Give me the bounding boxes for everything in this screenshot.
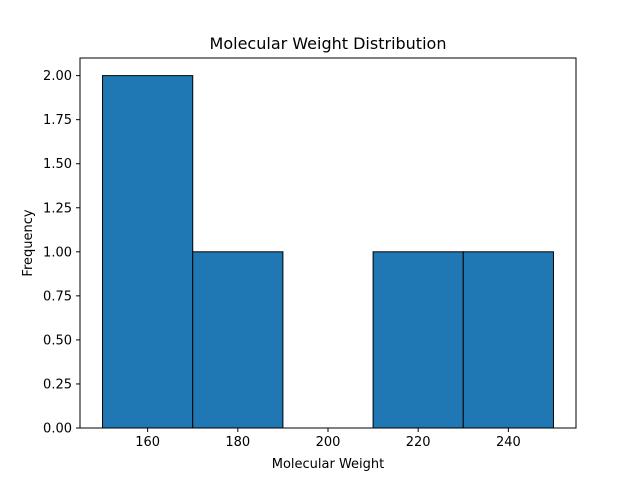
y-tick-label: 1.25 [43,201,72,216]
histogram-bar-0 [102,75,194,429]
y-tick-label: 2.00 [43,69,72,84]
y-tick-label: 0.75 [43,289,72,304]
y-tick-label: 1.75 [43,113,72,128]
x-axis: 160 180 200 220 240 [135,428,521,450]
x-axis-label: Molecular Weight [272,457,385,472]
y-tick-label: 0.25 [43,377,72,392]
x-tick-label: 160 [135,435,160,450]
y-axis-label: Frequency [21,209,36,276]
x-tick-label: 240 [496,435,521,450]
y-tick-label: 0.50 [43,333,72,348]
x-tick-label: 200 [316,435,341,450]
histogram-bar-4 [462,251,554,429]
bars-group [102,75,554,429]
y-axis: 0.00 0.25 0.50 0.75 1.00 1.25 1.50 1.75 2.00 [43,69,80,437]
chart-title: Molecular Weight Distribution [210,34,447,53]
y-tick-label: 1.50 [43,157,72,172]
histogram-bar-1 [192,251,284,429]
x-tick-label: 180 [225,435,250,450]
histogram-bar-3 [372,251,464,429]
y-tick-label: 1.00 [43,245,72,260]
x-tick-label: 220 [406,435,431,450]
y-tick-label: 0.00 [43,422,72,437]
